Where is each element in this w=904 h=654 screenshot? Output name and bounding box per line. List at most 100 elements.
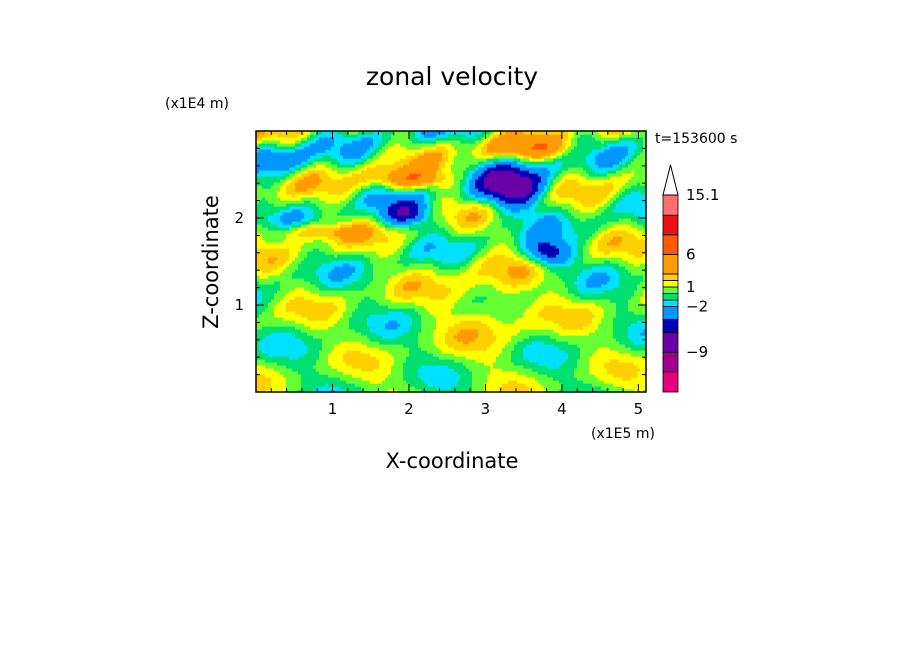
field-cell [568, 389, 572, 392]
field-cell [310, 365, 314, 369]
field-cell [316, 365, 320, 369]
field-cell [268, 371, 272, 375]
field-cell [634, 371, 638, 375]
field-cell [466, 365, 470, 369]
field-cell [373, 377, 377, 381]
field-cell [487, 359, 491, 363]
field-cell [352, 362, 356, 366]
field-cell [295, 389, 299, 392]
field-cell [595, 362, 599, 366]
field-cell [370, 359, 374, 363]
field-cell [388, 341, 392, 345]
field-cell [286, 371, 290, 375]
field-cell [340, 359, 344, 363]
field-cell [301, 359, 305, 363]
field-cell [352, 365, 356, 369]
field-cell [346, 350, 350, 354]
field-cell [439, 371, 443, 375]
field-cell [439, 389, 443, 392]
field-cell [415, 338, 419, 342]
field-cell [574, 365, 578, 369]
field-cell [301, 338, 305, 342]
field-cell [331, 341, 335, 345]
field-cell [583, 383, 587, 387]
field-cell [487, 377, 491, 381]
field-cell [271, 377, 275, 381]
field-cell [376, 347, 380, 351]
field-cell [613, 380, 617, 384]
field-cell [358, 347, 362, 351]
field-cell [256, 383, 260, 387]
field-cell [544, 350, 548, 354]
field-cell [400, 344, 404, 348]
field-cell [325, 386, 329, 390]
field-cell [430, 371, 434, 375]
field-cell [619, 347, 623, 351]
field-cell [289, 386, 293, 390]
field-cell [442, 341, 446, 345]
field-cell [259, 374, 263, 378]
field-cell [367, 371, 371, 375]
field-cell [376, 353, 380, 357]
field-cell [421, 389, 425, 392]
field-cell [352, 356, 356, 360]
field-cell [271, 365, 275, 369]
field-cell [571, 341, 575, 345]
field-cell [418, 389, 422, 392]
field-cell [394, 365, 398, 369]
field-cell [475, 335, 479, 339]
field-cell [544, 374, 548, 378]
field-cell [508, 350, 512, 354]
field-cell [355, 383, 359, 387]
field-cell [265, 377, 269, 381]
field-cell [373, 362, 377, 366]
field-cell [586, 389, 590, 392]
field-cell [421, 362, 425, 366]
field-cell [598, 356, 602, 360]
field-cell [469, 335, 473, 339]
field-cell [487, 338, 491, 342]
field-cell [472, 368, 476, 372]
field-cell [481, 365, 485, 369]
contour-field [256, 131, 646, 392]
field-cell [430, 350, 434, 354]
field-cell [580, 350, 584, 354]
field-cell [364, 335, 368, 339]
field-cell [574, 344, 578, 348]
field-cell [490, 389, 494, 392]
field-cell [610, 362, 614, 366]
field-cell [526, 359, 530, 363]
field-cell [310, 383, 314, 387]
field-cell [487, 350, 491, 354]
field-cell [313, 368, 317, 372]
field-cell [613, 383, 617, 387]
field-cell [601, 353, 605, 357]
field-cell [379, 389, 383, 392]
field-cell [421, 377, 425, 381]
field-cell [367, 338, 371, 342]
field-cell [259, 359, 263, 363]
field-cell [427, 389, 431, 392]
field-cell [454, 356, 458, 360]
field-cell [298, 359, 302, 363]
field-cell [484, 347, 488, 351]
field-cell [322, 353, 326, 357]
field-cell [643, 359, 646, 363]
field-cell [466, 362, 470, 366]
field-cell [343, 335, 347, 339]
field-cell [340, 344, 344, 348]
field-cell [628, 383, 632, 387]
field-cell [622, 350, 626, 354]
field-cell [442, 389, 446, 392]
field-cell [559, 350, 563, 354]
field-cell [598, 365, 602, 369]
field-cell [613, 347, 617, 351]
field-cell [532, 350, 536, 354]
field-cell [433, 386, 437, 390]
field-cell [511, 386, 515, 390]
field-cell [520, 389, 524, 392]
field-cell [421, 365, 425, 369]
field-cell [322, 371, 326, 375]
field-cell [418, 380, 422, 384]
field-cell [379, 359, 383, 363]
